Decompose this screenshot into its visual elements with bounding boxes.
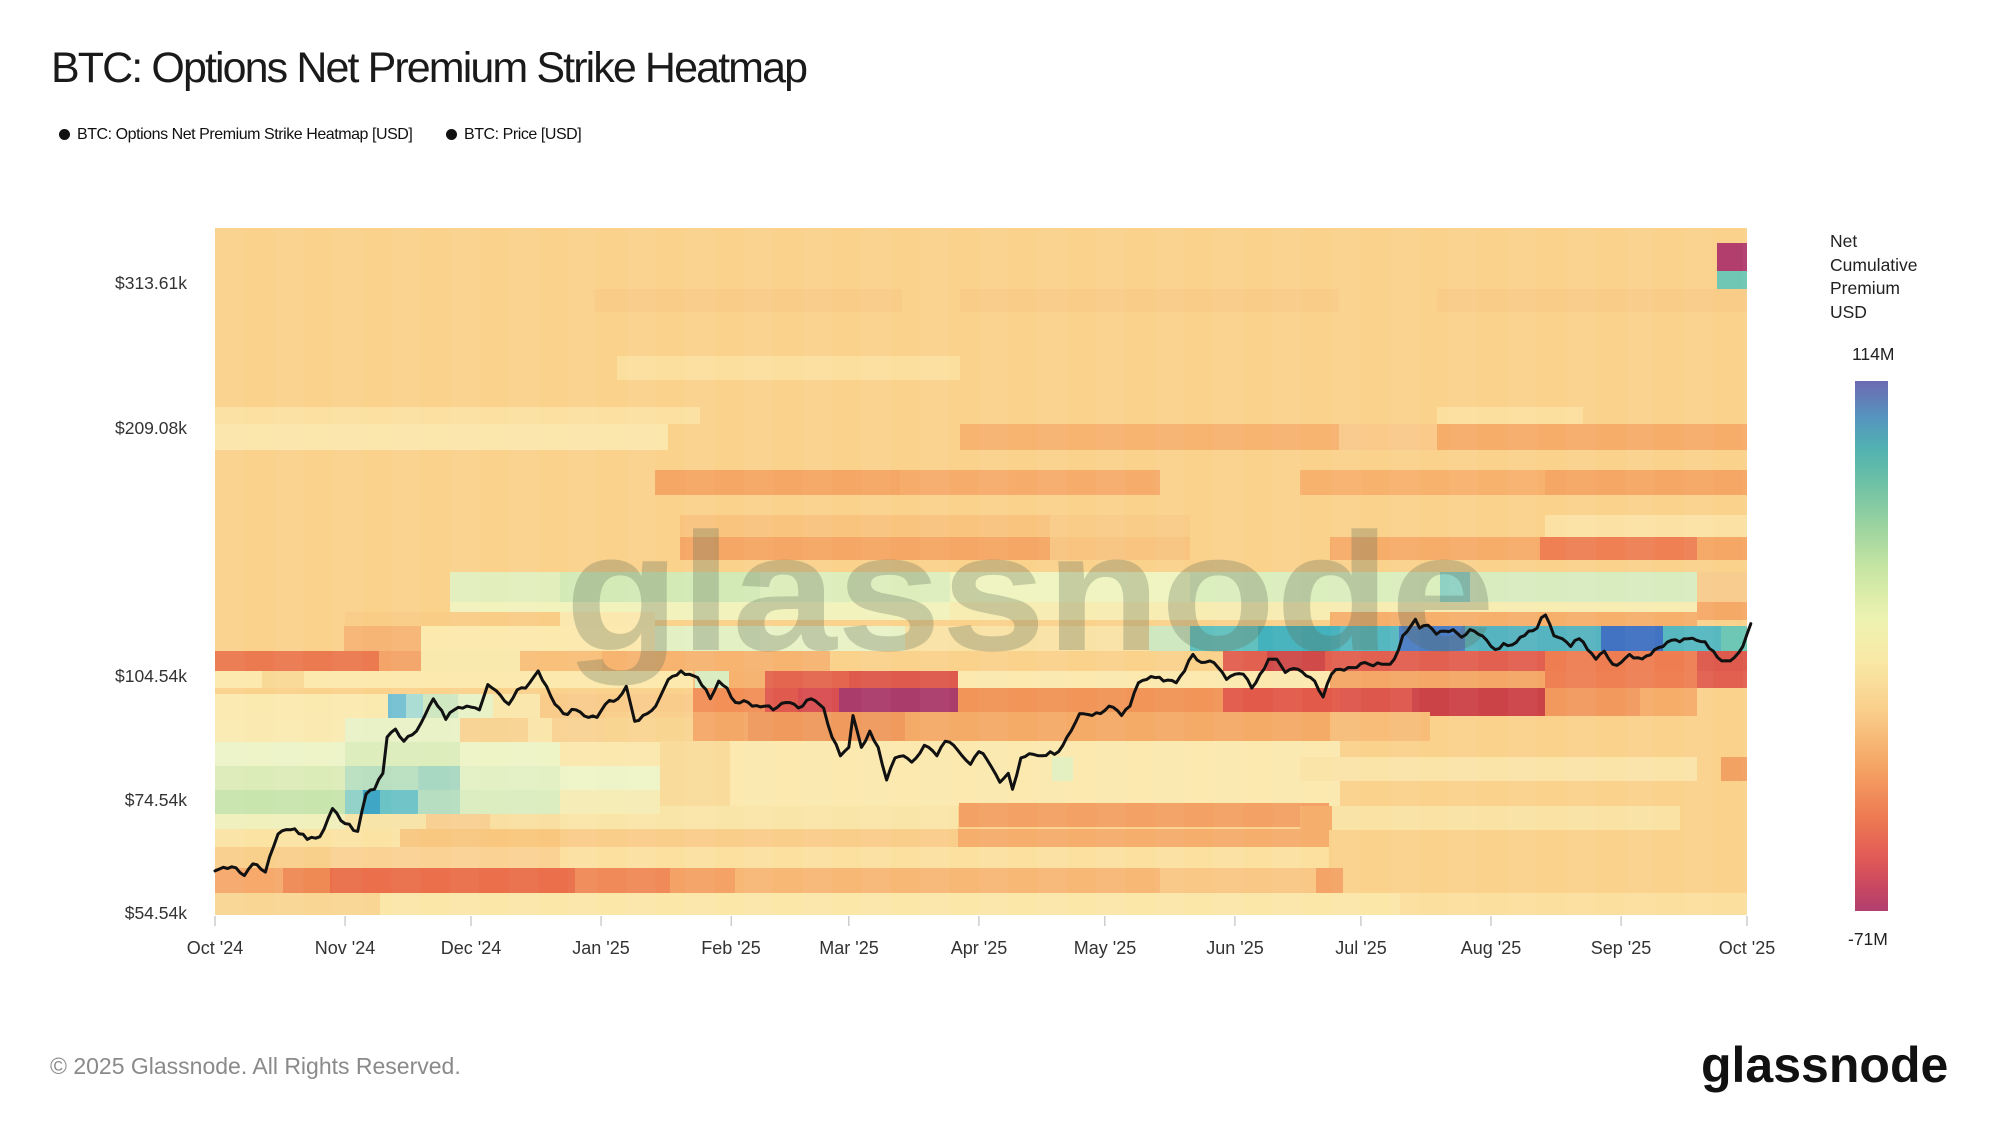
svg-text:glassnode: glassnode <box>565 498 1495 686</box>
